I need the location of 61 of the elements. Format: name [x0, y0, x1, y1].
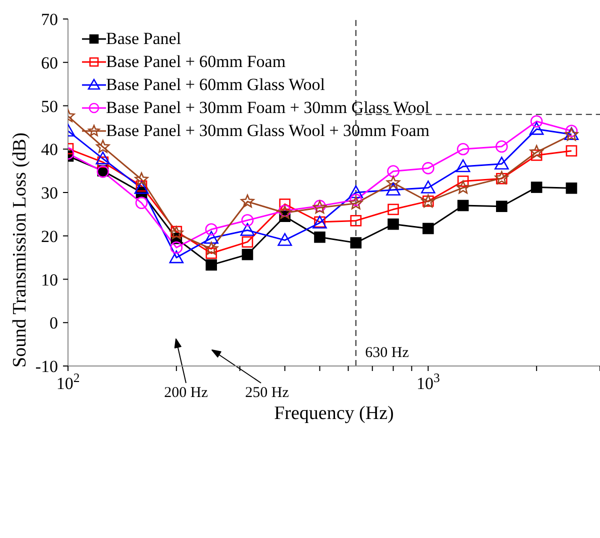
point — [386, 182, 400, 196]
point — [278, 233, 292, 246]
x-tick-label: 10$^{3}$ — [416, 371, 440, 393]
legend-label: Base Panel + 30mm Glass Wool + 30mm Foam — [106, 120, 430, 142]
point — [422, 162, 434, 174]
point — [135, 196, 148, 210]
text: 250 Hz — [245, 385, 290, 401]
point — [240, 194, 254, 208]
legend-label: Base Panel + 60mm Foam — [106, 51, 286, 73]
point — [421, 180, 436, 194]
point — [134, 172, 148, 186]
point — [457, 200, 469, 212]
point — [530, 145, 544, 158]
point — [456, 142, 470, 156]
y-tick-label: 30 — [41, 184, 58, 202]
point — [204, 230, 218, 244]
point — [205, 223, 218, 236]
point — [350, 215, 362, 226]
y-tick-label: 70 — [41, 10, 58, 29]
point — [565, 124, 578, 138]
point — [240, 223, 255, 236]
legend-label: Base Panel + 60mm Glass Wool — [106, 74, 325, 96]
legend-label: Base Panel + 30mm Foam + 30mm Glass Wool — [106, 97, 430, 119]
point — [386, 176, 400, 189]
y-tick-label: 0 — [50, 314, 58, 333]
point — [170, 241, 183, 254]
point — [456, 180, 470, 194]
legend-label: Base Panel — [106, 28, 182, 50]
point — [529, 122, 544, 135]
point — [241, 214, 254, 226]
point — [530, 115, 543, 128]
point — [279, 198, 290, 210]
y-tick-label: 40 — [41, 140, 58, 160]
point — [350, 194, 362, 206]
x-axis-title: Frequency (Hz) — [274, 403, 394, 424]
point — [242, 248, 254, 260]
y-tick-label: 60 — [41, 53, 58, 72]
point — [206, 259, 217, 271]
point — [314, 232, 326, 243]
point — [349, 196, 363, 210]
point — [388, 204, 399, 216]
point — [566, 182, 578, 194]
point — [530, 182, 542, 193]
point — [204, 242, 218, 255]
y-tick-label: 20 — [41, 226, 58, 246]
point — [387, 165, 400, 178]
point — [388, 218, 399, 230]
point — [350, 237, 362, 248]
point — [456, 159, 470, 172]
x-tick-label: 10$^{2}$ — [56, 371, 80, 393]
y-tick-label: 50 — [41, 96, 58, 116]
point — [242, 236, 254, 248]
point — [422, 222, 434, 234]
text: 200 Hz — [164, 385, 208, 401]
point — [348, 185, 364, 198]
point — [566, 145, 578, 157]
y-axis-title: Sound Transmission Loss (dB) — [9, 132, 30, 368]
point — [169, 250, 184, 264]
ref-line-label: 630 Hz — [365, 345, 410, 361]
y-tick-label: -10 — [35, 357, 58, 376]
y-tick-label: 10 — [41, 270, 58, 290]
